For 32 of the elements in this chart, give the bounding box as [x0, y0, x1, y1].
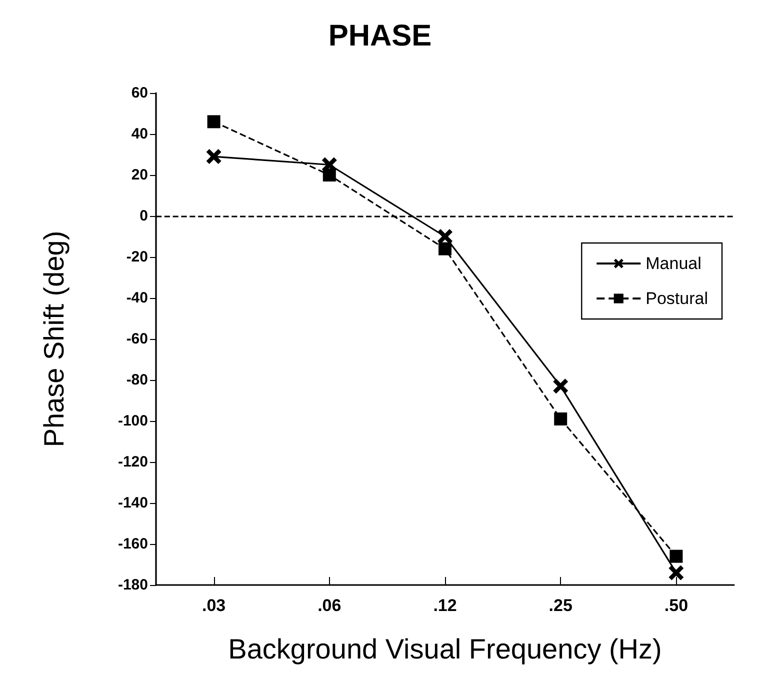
y-tick-label: 40 — [131, 126, 148, 142]
y-tick-label: -100 — [118, 412, 148, 430]
point — [670, 550, 683, 563]
point — [553, 378, 568, 394]
y-tick-label: -40 — [126, 290, 148, 306]
x-tick-label: .25 — [548, 596, 572, 615]
point — [554, 412, 568, 426]
legend-label: Manual — [646, 254, 702, 273]
x-tick-label: .50 — [664, 596, 688, 615]
y-axis-title: Phase Shift (deg) — [38, 230, 70, 448]
y-tick-label: 60 — [131, 84, 148, 102]
y-tick-label: 20 — [131, 166, 148, 184]
point — [206, 149, 222, 164]
chart-title: PHASE — [328, 20, 432, 52]
x-axis-title: Background Visual Frequency (Hz) — [228, 634, 662, 664]
y-tick-label: -60 — [126, 330, 148, 348]
y-tick-label: -80 — [126, 372, 148, 388]
y-tick-label: -20 — [126, 248, 148, 266]
legend-label: Postural — [646, 289, 708, 308]
point — [668, 565, 684, 580]
point — [438, 229, 452, 244]
y-tick-label: 0 — [140, 208, 148, 224]
x-tick-label: .03 — [202, 596, 226, 615]
x-tick-label: .12 — [433, 596, 457, 615]
y-tick-label: -120 — [118, 454, 148, 470]
y-tick-label: -160 — [118, 536, 148, 552]
y-tick-label: -140 — [118, 494, 148, 512]
point — [207, 115, 220, 128]
point — [322, 168, 336, 182]
x-tick-label: .06 — [318, 596, 342, 615]
y-tick-label: -180 — [118, 576, 148, 594]
point — [438, 242, 452, 256]
